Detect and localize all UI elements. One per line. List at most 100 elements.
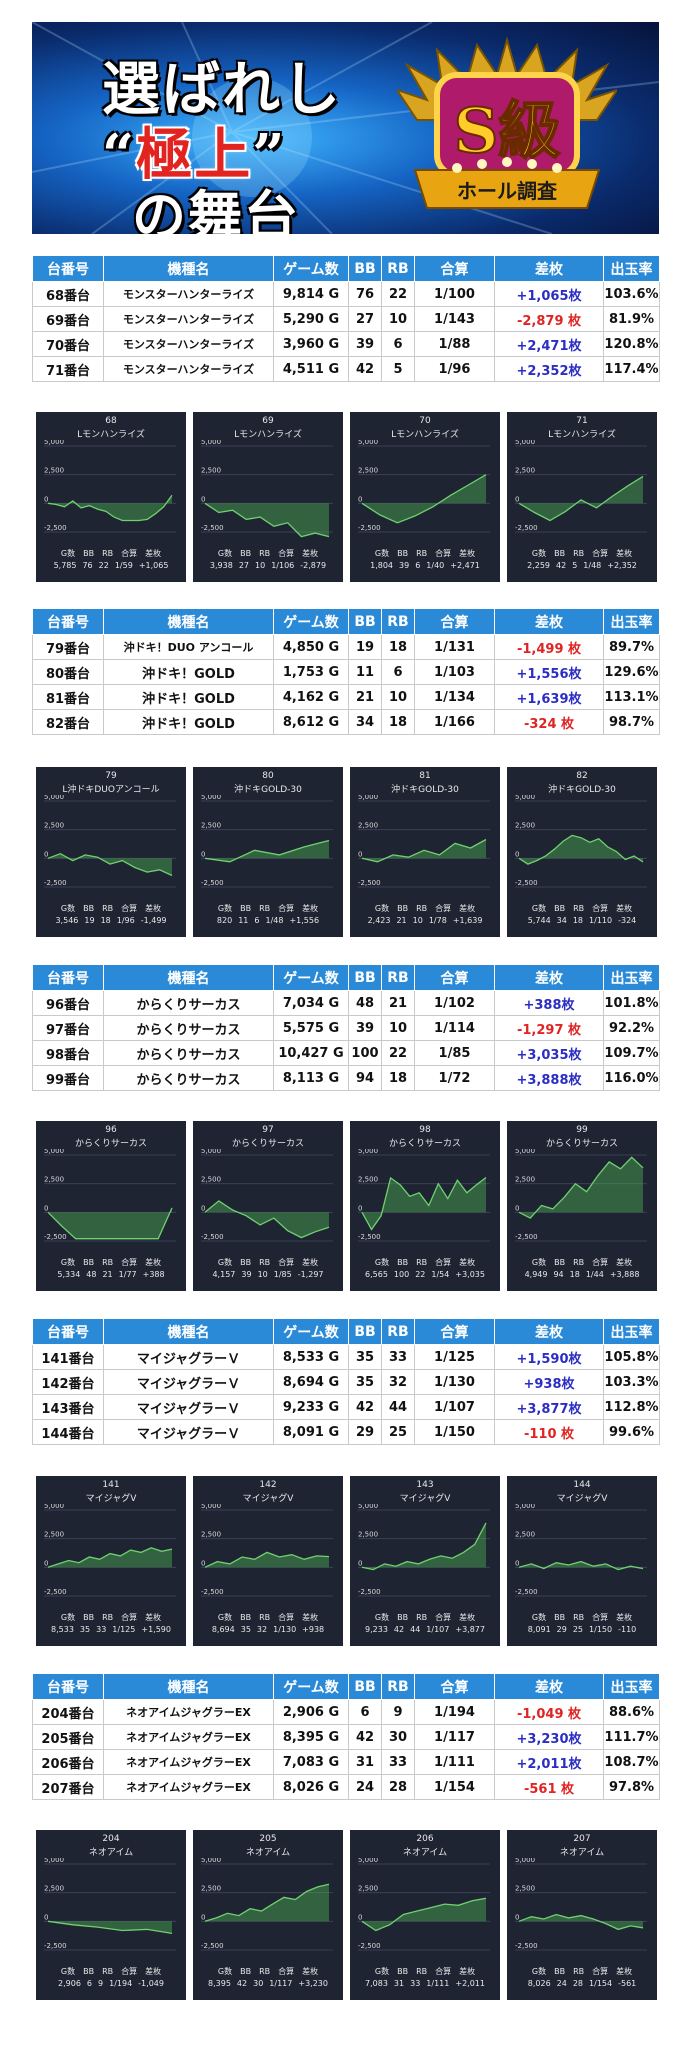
stats-values: 5,744 34 18 1/110 -324: [507, 915, 657, 927]
stat-value-diff: +3,877: [455, 1625, 485, 1634]
stat-label: 差枚: [145, 1613, 162, 1622]
stat-value-g: 1,804: [370, 561, 394, 570]
axis-tick-label: 5,000: [358, 1504, 378, 1510]
cell-rate: 129.6%: [603, 659, 660, 685]
cell-games: 8,612 G: [273, 709, 349, 735]
table-row: 71番台 モンスターハンターライズ 4,511 G 42 5 1/96 +2,352枚 117…: [32, 356, 660, 382]
axis-tick-label: -2,500: [201, 1942, 224, 1950]
axis-tick-label: 0: [358, 1913, 362, 1921]
column-header: RB: [381, 255, 415, 282]
stats-values: 4,157 39 10 1/85 -1,297: [193, 1269, 343, 1281]
axis-tick-label: 2,500: [201, 822, 221, 830]
slump-line: [47, 852, 173, 877]
axis-tick-label: 5,000: [358, 1858, 378, 1864]
chart-machine-name: Lモンハンライズ: [391, 430, 459, 440]
column-header: RB: [381, 1673, 415, 1700]
axis-tick-label: 2,500: [358, 1176, 378, 1184]
cell-total: 1/117: [414, 1724, 495, 1750]
stat-value-rb: 22: [98, 561, 109, 570]
stat-label: 差枚: [145, 549, 162, 558]
cell-total: 1/166: [414, 709, 495, 735]
cell-machine: 沖ドキ！DUO アンコール: [103, 634, 274, 660]
stats-labels: G数 BB RB 合算 差枚: [36, 1612, 186, 1624]
stat-value-rb: 18: [100, 916, 111, 925]
cell-games: 8,113 G: [273, 1065, 349, 1091]
axis-tick-label: 0: [201, 850, 205, 858]
cell-rb: 33: [381, 1749, 415, 1775]
chart-stats: G数 BB RB 合算 差枚 2,423 21 10 1/78 +1,639: [350, 903, 500, 927]
table-row: 99番台 からくりサーカス 8,113 G 94 18 1/72 +3,888枚 116.0%: [32, 1065, 660, 1091]
cell-total: 1/150: [414, 1419, 495, 1445]
axis-tick-label: -2,500: [201, 879, 224, 887]
axis-tick-label: 2,500: [515, 1176, 535, 1184]
stat-label: 合算: [592, 1258, 609, 1267]
cell-rb: 22: [381, 1040, 415, 1066]
stat-value-rb: 5: [572, 561, 578, 570]
cell-total: 1/130: [414, 1369, 495, 1395]
cell-rate: 112.8%: [603, 1394, 660, 1420]
stat-value-bb: 11: [238, 916, 249, 925]
chart-plot: 5,000 2,500 0 -2,500: [44, 1504, 176, 1597]
axis-tick-label: 2,500: [358, 1885, 378, 1893]
cell-diff: +3,888枚: [494, 1065, 604, 1091]
chart-machine-number: 68: [105, 416, 117, 426]
slump-chart: 99 からくりサーカス 5,000 2,500 0 -2,500 G数 BB RB 合算 差枚 4,9…: [507, 1121, 657, 1291]
cell-no: 71番台: [32, 356, 104, 382]
cell-total: 1/72: [414, 1065, 495, 1091]
stat-value-gs: 1/154: [589, 1979, 613, 1988]
column-header: 出玉率: [603, 1318, 660, 1345]
axis-tick-label: 2,500: [201, 1885, 221, 1893]
cell-diff: +2,352枚: [494, 356, 604, 382]
slump-line: [47, 494, 173, 522]
chart-machine-name: 沖ドキGOLD-30: [391, 785, 459, 795]
column-header: 台番号: [32, 964, 104, 991]
banner-title-line3: の舞台: [132, 184, 300, 234]
banner-title-line1: 選ばれし: [102, 55, 343, 123]
chart-machine-name: Lモンハンライズ: [234, 430, 302, 440]
stat-value-g: 8,694: [211, 1625, 235, 1634]
axis-tick-label: 2,500: [44, 1885, 64, 1893]
cell-rb: 5: [381, 356, 415, 382]
stat-value-diff: +3,888: [609, 1270, 640, 1279]
badge-ribbon-text: ホール調査: [457, 179, 557, 203]
cell-rate: 92.2%: [603, 1015, 660, 1041]
stat-value-rb: 22: [415, 1270, 426, 1279]
stat-label: BB: [83, 1258, 95, 1267]
slump-chart: 70 Lモンハンライズ 5,000 2,500 0 -2,500 G数 BB RB 合算 差枚 1,8…: [350, 412, 500, 582]
stat-label: RB: [259, 904, 271, 913]
table-row: 97番台 からくりサーカス 5,575 G 39 10 1/114 -1,297 枚 92.2…: [32, 1015, 660, 1041]
axis-tick-label: -2,500: [44, 1942, 67, 1950]
stats-labels: G数 BB RB 合算 差枚: [350, 548, 500, 560]
stat-value-diff: -2,879: [300, 561, 327, 570]
slump-chart: 97 からくりサーカス 5,000 2,500 0 -2,500 G数 BB RB 合算 差枚 4,1…: [193, 1121, 343, 1291]
cell-diff: -1,499 枚: [494, 634, 604, 660]
chart-machine-number: 205: [259, 1834, 277, 1844]
axis-tick-label: -2,500: [44, 1233, 67, 1241]
stat-label: BB: [240, 1967, 252, 1976]
axis-tick-label: 5,000: [515, 1504, 535, 1510]
column-header: ゲーム数: [273, 608, 349, 635]
slump-chart: 207 ネオアイム 5,000 2,500 0 -2,500 G数 BB RB 合算 差枚 8,026…: [507, 1830, 657, 2000]
cell-bb: 39: [348, 331, 382, 357]
cell-no: 207番台: [32, 1774, 104, 1800]
chart-stats: G数 BB RB 合算 差枚 5,785 76 22 1/59 +1,065: [36, 548, 186, 572]
cell-no: 204番台: [32, 1699, 104, 1725]
stats-values: 5,334 48 21 1/77 +388: [36, 1269, 186, 1281]
stat-label: 合算: [592, 1967, 609, 1976]
chart-plot: 5,000 2,500 0 -2,500: [201, 440, 333, 538]
cell-no: 80番台: [32, 659, 104, 685]
column-header: ゲーム数: [273, 1673, 349, 1700]
table-row: 80番台 沖ドキ！GOLD 1,753 G 11 6 1/103 +1,556枚 129.6%: [32, 659, 660, 685]
stat-value-gs: 1/130: [273, 1625, 297, 1634]
cell-no: 206番台: [32, 1749, 104, 1775]
stat-value-g: 2,423: [367, 916, 391, 925]
stat-value-gs: 1/194: [109, 1979, 133, 1988]
table-row: 141番台 マイジャグラーＶ 8,533 G 35 33 1/125 +1,590枚 105.…: [32, 1344, 660, 1370]
cell-rate: 103.6%: [603, 281, 660, 307]
chart-machine-number: 71: [576, 416, 588, 426]
cell-games: 3,960 G: [273, 331, 349, 357]
stat-label: RB: [102, 1258, 114, 1267]
stat-value-rb: 44: [410, 1625, 421, 1634]
stats-labels: G数 BB RB 合算 差枚: [193, 1612, 343, 1624]
